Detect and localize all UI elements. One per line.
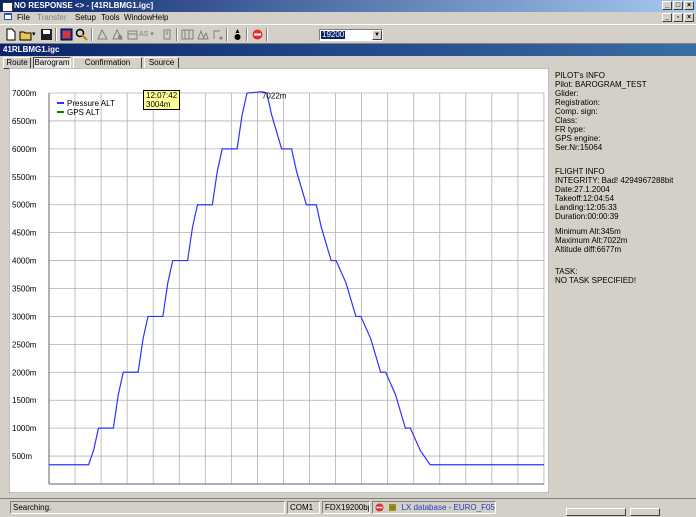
- y-tick-label: 3000m: [12, 312, 37, 321]
- info-icon[interactable]: [231, 28, 244, 41]
- maximize-button[interactable]: □: [673, 1, 683, 10]
- y-tick-label: 2000m: [12, 368, 37, 377]
- database-icon: [389, 504, 397, 512]
- window-title: NO RESPONSE <> - [41RLBMG1.igc]: [14, 1, 154, 10]
- menu-file[interactable]: File: [17, 13, 30, 22]
- hover-tooltip: 12:07:42 3004m: [143, 90, 181, 110]
- pilot-info-line: Class:: [555, 116, 578, 125]
- mdi-doc-icon[interactable]: [4, 12, 12, 21]
- print-icon[interactable]: [161, 28, 174, 41]
- menu-transfer[interactable]: Transfer: [37, 13, 67, 22]
- legend-label: Pressure ALT: [67, 99, 115, 108]
- y-tick-label: 1000m: [12, 424, 37, 433]
- pilot-info-line: GPS engine:: [555, 134, 601, 143]
- y-tick-label: 2500m: [12, 340, 37, 349]
- altitude-info-line: Minimum Alt:345m: [555, 227, 621, 236]
- baud-rate-value: 19200: [321, 30, 346, 39]
- status-state: Searching.: [10, 501, 285, 514]
- legend-label: GPS ALT: [67, 108, 100, 117]
- pilot-info-line: Comp. sign:: [555, 107, 598, 116]
- task-info-line: NO TASK SPECIFIED!: [555, 276, 637, 285]
- info-panel: PILOT's INFO Pilot: BAROGRAM_TEST Glider:…: [553, 69, 696, 495]
- y-tick-label: 500m: [12, 452, 32, 461]
- waypoint-icon[interactable]: [111, 28, 124, 41]
- flight-icon[interactable]: [60, 28, 73, 41]
- pilot-info-section: PILOT's INFO Pilot: BAROGRAM_TEST Glider:…: [555, 71, 647, 152]
- ruler-icon[interactable]: [211, 28, 224, 41]
- app-title-bar: NO RESPONSE <> - [41RLBMG1.igc] _ □ ×: [0, 0, 696, 12]
- series-line-0: [49, 91, 544, 466]
- flight-info-line: Landing:12:05:33: [555, 203, 617, 212]
- flight-info-section: FLIGHT INFO INTEGRITY: Bad! 4294967288bi…: [555, 167, 673, 221]
- pilot-info-header: PILOT's INFO: [555, 71, 605, 80]
- task-icon[interactable]: [96, 28, 109, 41]
- compare-icon[interactable]: [196, 28, 209, 41]
- status-database-pane: LX database - EURO_F05: [372, 501, 496, 514]
- pilot-info-line: Ser.Nr:15064: [555, 143, 603, 152]
- baud-rate-select[interactable]: 19200 ▼: [319, 29, 383, 41]
- declaration-icon[interactable]: AS ▾: [139, 31, 154, 38]
- connect-icon[interactable]: [251, 28, 264, 41]
- open-dropdown-icon[interactable]: ▾: [32, 31, 36, 38]
- taskbar-button-2[interactable]: [630, 508, 660, 516]
- save-icon[interactable]: [40, 28, 53, 41]
- chevron-down-icon[interactable]: ▼: [372, 30, 382, 40]
- y-tick-label: 1500m: [12, 396, 37, 405]
- document-title: 41RLBMG1.igc: [3, 45, 60, 54]
- chart-background: [9, 68, 549, 493]
- find-icon[interactable]: [75, 28, 88, 41]
- menu-setup[interactable]: Setup: [75, 13, 96, 22]
- max-altitude-label: 7022m: [262, 92, 287, 101]
- menu-help[interactable]: Help: [152, 13, 169, 22]
- taskbar-button[interactable]: [566, 508, 626, 516]
- status-bar: Searching. COM1 FDX19200bps LX database …: [0, 498, 696, 517]
- barogram-chart[interactable]: 500m 1000m 1500m 2000m 2500m 3000m 3500m 4000m 4…: [9, 68, 549, 493]
- mdi-restore-button[interactable]: ▫: [673, 13, 683, 22]
- flight-info-line: Duration:00:00:39: [555, 212, 619, 221]
- document-title-bar: 41RLBMG1.igc: [0, 44, 696, 56]
- altitude-info-line: Altitude diff:6677m: [555, 245, 622, 254]
- menu-bar: File Transfer Setup Tools Window Help: [0, 12, 696, 23]
- view-icon[interactable]: [181, 28, 194, 41]
- close-button[interactable]: ×: [684, 1, 694, 10]
- mdi-minimize-button[interactable]: _: [662, 13, 672, 22]
- new-icon[interactable]: [4, 28, 17, 41]
- task-info-header: TASK:: [555, 267, 578, 276]
- menu-tools[interactable]: Tools: [101, 13, 120, 22]
- menu-window[interactable]: Window: [124, 13, 153, 22]
- flight-info-line: Takeoff:12:04:54: [555, 194, 615, 203]
- pilot-info-line: FR type:: [555, 125, 586, 134]
- flight-info-line: INTEGRITY: Bad! 4294967288bit: [555, 176, 674, 185]
- open-icon[interactable]: [19, 28, 32, 41]
- altitude-info-line: Maximum Alt:7022m: [555, 236, 628, 245]
- y-tick-label: 5500m: [12, 173, 37, 182]
- y-tick-label: 6000m: [12, 145, 37, 154]
- altitude-info-section: Minimum Alt:345m Maximum Alt:7022m Altitud…: [555, 227, 627, 254]
- y-tick-label: 4500m: [12, 229, 37, 238]
- y-tick-label: 4000m: [12, 257, 37, 266]
- app-icon: [2, 2, 13, 12]
- tooltip-time: 12:07:42: [146, 91, 178, 100]
- mdi-close-button[interactable]: ×: [684, 13, 694, 22]
- y-tick-label: 3500m: [12, 285, 37, 294]
- status-speed: FDX19200bps: [322, 501, 370, 514]
- flight-info-header: FLIGHT INFO: [555, 167, 605, 176]
- pilot-info-line: Glider:: [555, 89, 579, 98]
- pilot-info-line: Pilot: BAROGRAM_TEST: [555, 80, 647, 89]
- minimize-button[interactable]: _: [662, 1, 672, 10]
- status-database: LX database - EURO_F05: [401, 503, 495, 512]
- toolbar: ▾ AS ▾ 19200 ▼: [0, 24, 696, 44]
- task-info-section: TASK: NO TASK SPECIFIED!: [555, 267, 636, 285]
- status-port: COM1: [287, 501, 320, 514]
- airspace-icon[interactable]: [126, 28, 139, 41]
- y-tick-label: 5000m: [12, 201, 37, 210]
- pilot-info-line: Registration:: [555, 98, 600, 107]
- y-tick-label: 6500m: [12, 117, 37, 126]
- tooltip-altitude: 3004m: [146, 100, 171, 109]
- y-tick-label: 7000m: [12, 89, 37, 98]
- no-connection-icon: [375, 503, 384, 512]
- flight-info-line: Date:27.1.2004: [555, 185, 610, 194]
